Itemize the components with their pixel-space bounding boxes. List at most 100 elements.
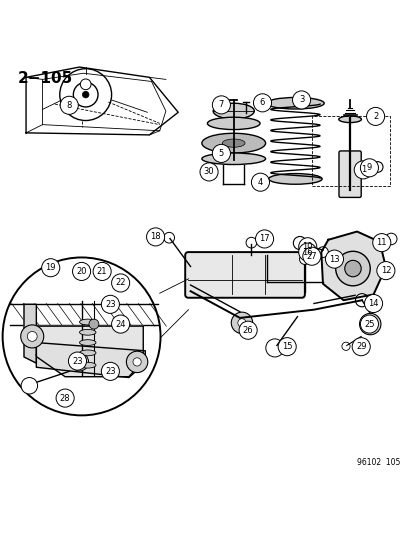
Circle shape [27, 332, 37, 341]
Ellipse shape [79, 362, 96, 368]
Circle shape [237, 319, 245, 327]
Circle shape [363, 294, 382, 312]
Polygon shape [24, 304, 36, 363]
Text: 13: 13 [328, 255, 339, 264]
Text: 10: 10 [302, 243, 312, 251]
Text: 23: 23 [72, 357, 83, 366]
Text: 5: 5 [218, 149, 223, 158]
Circle shape [146, 228, 164, 246]
Ellipse shape [338, 116, 361, 123]
Circle shape [68, 352, 86, 370]
Circle shape [253, 94, 271, 112]
Circle shape [377, 264, 388, 275]
Circle shape [231, 312, 252, 334]
Text: 21: 21 [97, 267, 107, 276]
Circle shape [372, 233, 390, 252]
Text: 1: 1 [360, 165, 365, 174]
Text: 23: 23 [105, 300, 115, 309]
Circle shape [82, 91, 89, 98]
Ellipse shape [266, 98, 323, 109]
Circle shape [212, 144, 230, 163]
Circle shape [298, 243, 316, 261]
Circle shape [101, 362, 119, 381]
Circle shape [333, 254, 341, 262]
Ellipse shape [79, 350, 96, 356]
Text: 16: 16 [302, 248, 312, 256]
Text: 24: 24 [115, 320, 126, 328]
Circle shape [293, 237, 306, 249]
Circle shape [359, 315, 377, 333]
Text: 4: 4 [257, 177, 262, 187]
Circle shape [385, 233, 396, 245]
Text: 14: 14 [368, 299, 378, 308]
Circle shape [344, 260, 360, 277]
Text: 9: 9 [366, 163, 371, 172]
Circle shape [80, 79, 91, 90]
Text: 26: 26 [242, 326, 253, 335]
Circle shape [89, 319, 99, 329]
Circle shape [359, 159, 377, 177]
Circle shape [238, 321, 256, 340]
Circle shape [93, 262, 111, 280]
Ellipse shape [79, 340, 96, 345]
Circle shape [299, 254, 309, 264]
FancyBboxPatch shape [338, 151, 360, 197]
Polygon shape [28, 326, 143, 377]
Circle shape [251, 173, 269, 191]
Circle shape [56, 389, 74, 407]
Text: 8: 8 [66, 101, 72, 110]
Circle shape [341, 342, 349, 350]
Circle shape [365, 320, 373, 328]
Text: 29: 29 [355, 342, 366, 351]
Circle shape [265, 339, 283, 357]
Circle shape [292, 91, 310, 109]
Text: 25: 25 [363, 320, 374, 328]
Circle shape [133, 358, 141, 366]
Ellipse shape [213, 103, 254, 119]
Circle shape [42, 259, 59, 277]
Text: 17: 17 [259, 235, 269, 244]
Circle shape [126, 351, 147, 373]
Text: 28: 28 [59, 393, 70, 402]
Circle shape [351, 337, 369, 356]
Polygon shape [320, 231, 385, 300]
Text: 23: 23 [105, 367, 115, 376]
Circle shape [199, 163, 218, 181]
Text: 20: 20 [76, 267, 87, 276]
Circle shape [317, 247, 328, 257]
Ellipse shape [222, 139, 244, 147]
Text: 27: 27 [306, 252, 316, 261]
Circle shape [164, 232, 174, 243]
Polygon shape [36, 343, 145, 377]
Text: 22: 22 [115, 278, 126, 287]
Circle shape [70, 353, 88, 371]
Circle shape [366, 107, 384, 125]
Ellipse shape [202, 153, 265, 165]
Text: 2−105: 2−105 [18, 71, 73, 86]
Circle shape [325, 250, 343, 268]
Circle shape [371, 161, 382, 172]
Text: 7: 7 [218, 100, 223, 109]
Circle shape [245, 237, 256, 248]
Circle shape [355, 294, 368, 307]
Text: 12: 12 [380, 266, 390, 275]
Circle shape [212, 96, 230, 114]
Text: 96102  105: 96102 105 [356, 458, 399, 467]
Ellipse shape [268, 174, 321, 184]
Circle shape [359, 313, 380, 335]
Ellipse shape [207, 117, 259, 130]
Circle shape [354, 161, 371, 179]
FancyBboxPatch shape [185, 252, 304, 298]
Circle shape [335, 251, 369, 286]
Text: 19: 19 [45, 263, 56, 272]
Text: 3: 3 [298, 95, 304, 104]
Circle shape [72, 262, 90, 280]
Text: 2: 2 [372, 112, 377, 121]
Circle shape [21, 325, 44, 348]
Circle shape [376, 262, 394, 280]
Circle shape [112, 315, 129, 333]
Circle shape [255, 230, 273, 248]
Ellipse shape [202, 133, 265, 153]
Circle shape [2, 257, 160, 415]
Text: 15: 15 [281, 342, 292, 351]
